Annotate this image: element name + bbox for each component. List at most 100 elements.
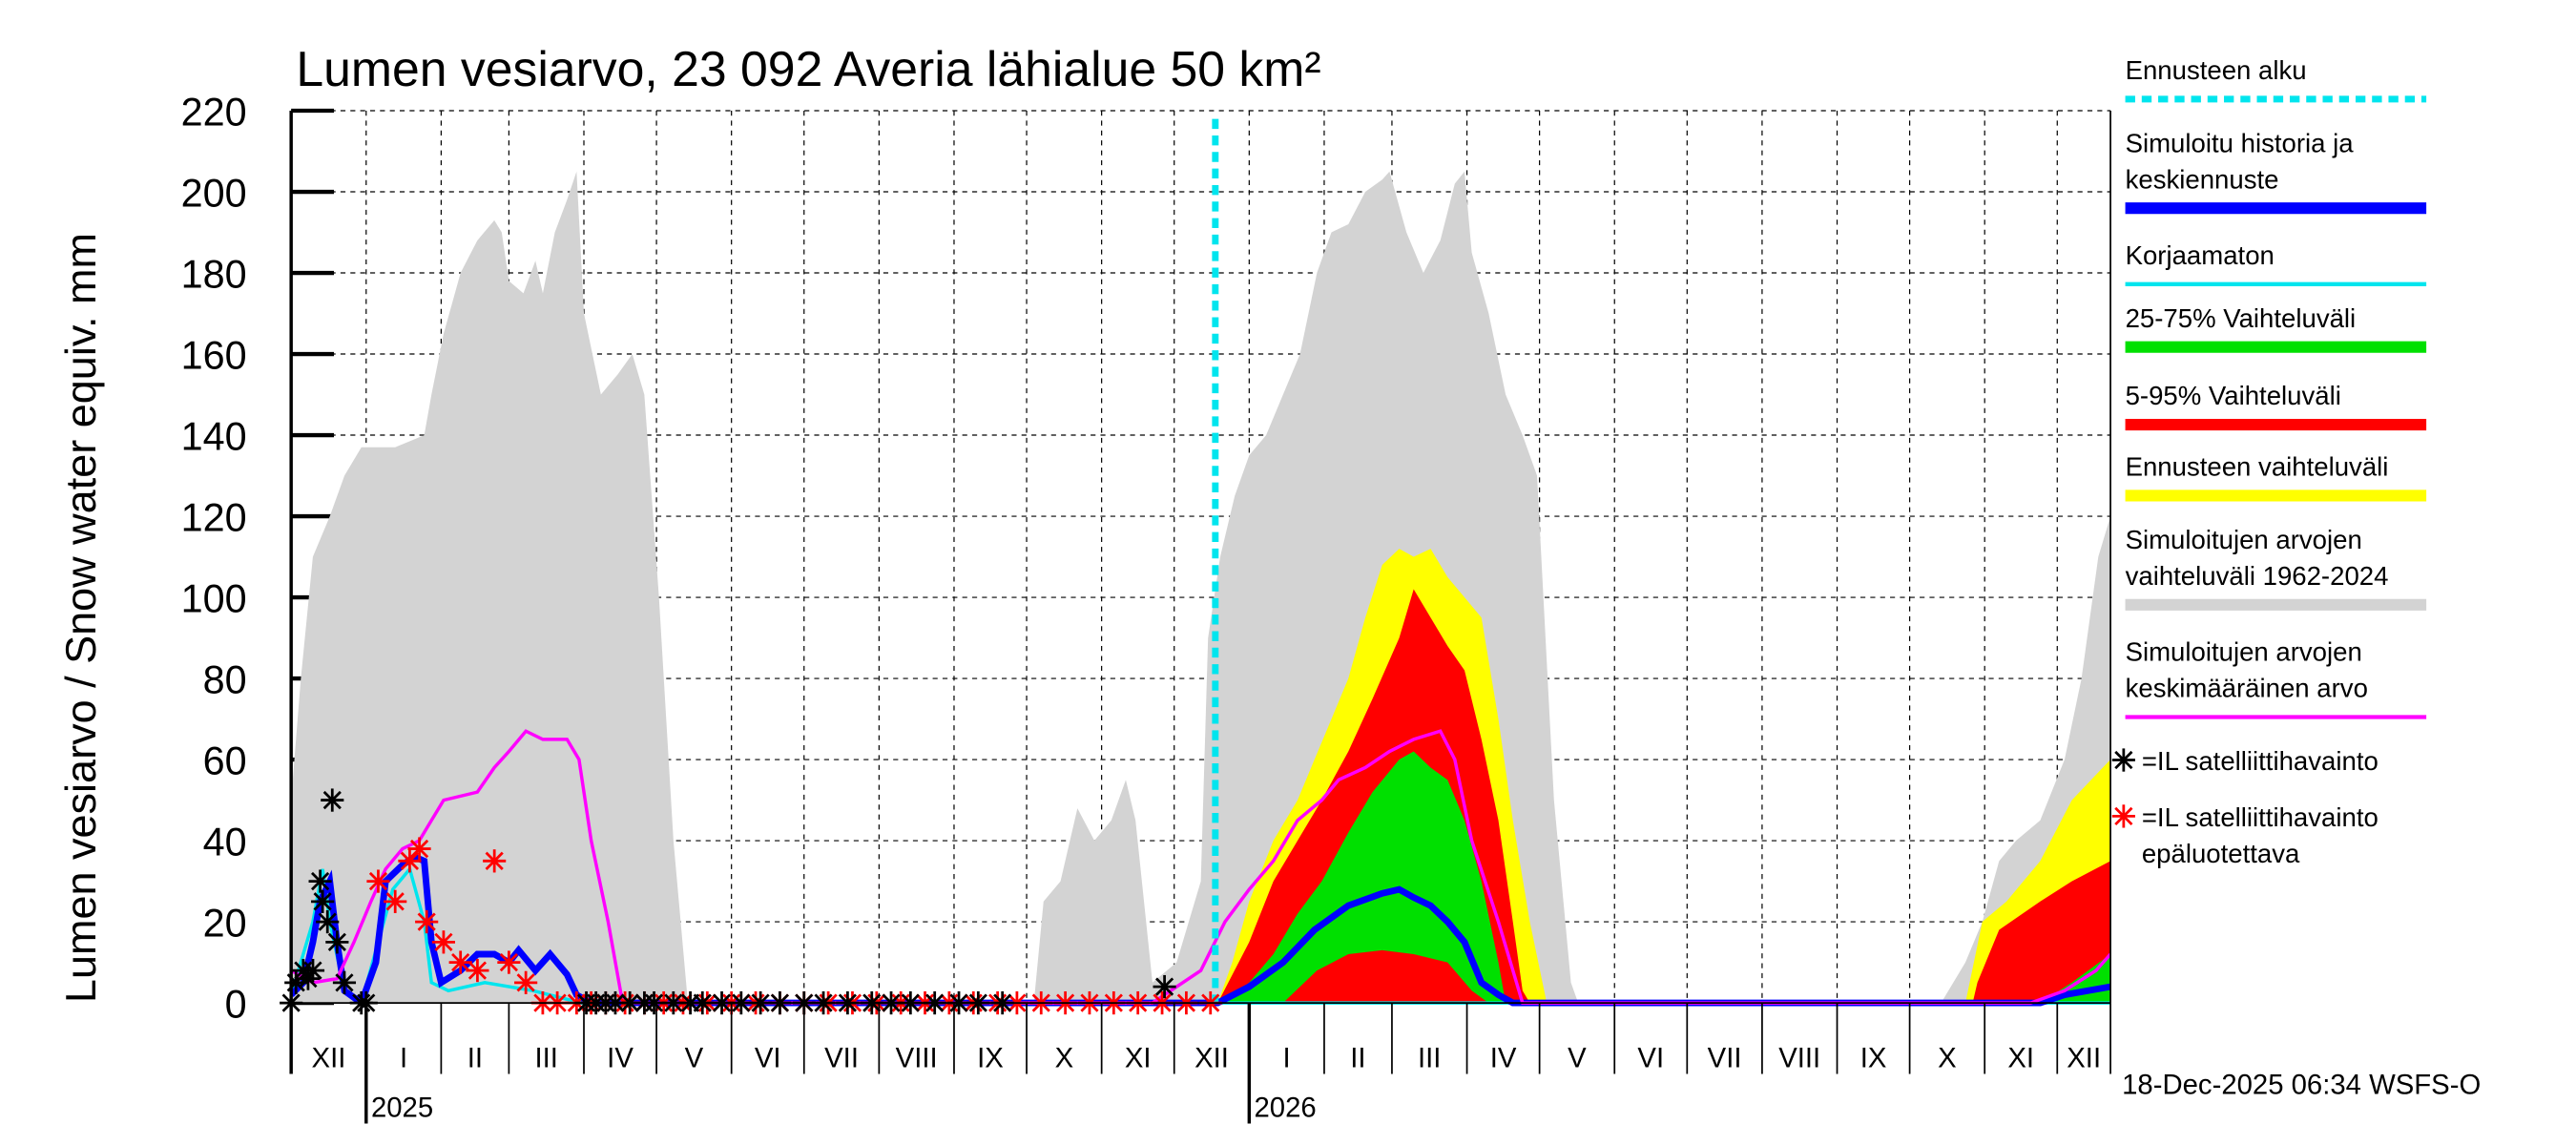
satellite-point [321, 788, 344, 812]
star-stroke [499, 952, 518, 972]
star-stroke [2114, 806, 2133, 826]
year-label: 2025 [371, 1093, 433, 1124]
month-label: VI [755, 1043, 781, 1074]
star-stroke [335, 973, 354, 992]
y-tick-label: 20 [203, 901, 247, 946]
satellite-point [325, 930, 349, 954]
satellite-point [316, 909, 340, 934]
unreliable-satellite-point [514, 970, 538, 994]
star-stroke [516, 973, 535, 992]
star-stroke [327, 932, 346, 951]
y-tick-label: 40 [203, 820, 247, 864]
star-stroke [322, 790, 342, 810]
month-label: XI [1125, 1043, 1152, 1074]
star-stroke [318, 912, 337, 931]
unreliable-satellite-point [483, 849, 507, 873]
legend-star-icon [2111, 804, 2135, 828]
star-stroke [385, 892, 405, 911]
p5-95-range-area [1972, 861, 2111, 1004]
legend-item: Korjaamaton [2126, 240, 2427, 286]
legend-item: 25-75% Vaihteluväli [2126, 303, 2427, 353]
star-stroke [485, 851, 504, 870]
star-stroke [451, 952, 470, 972]
unreliable-satellite-point [366, 869, 390, 893]
legend-label: epäluotettava [2142, 839, 2300, 868]
legend-star-icon [2111, 748, 2135, 772]
month-label: XII [1195, 1043, 1229, 1074]
p25-75-range-area [1224, 751, 1506, 1004]
historical-range-area [291, 171, 689, 1004]
legend-label: Simuloitujen arvojen [2126, 637, 2362, 667]
satellite-point [332, 970, 357, 994]
month-label: IX [977, 1043, 1004, 1074]
month-label: VI [1637, 1043, 1664, 1074]
legend-label: Simuloitu historia ja [2126, 128, 2355, 157]
y-tick-label: 0 [225, 982, 247, 1027]
month-label: XII [2067, 1043, 2101, 1074]
month-label: II [1350, 1043, 1365, 1074]
year-label: 2026 [1255, 1093, 1317, 1124]
chart-title: Lumen vesiarvo, 23 092 Averia lähialue 5… [296, 41, 1320, 96]
y-tick-label: 100 [181, 576, 247, 621]
satellite-point [311, 889, 335, 913]
star-stroke [409, 839, 429, 859]
star-stroke [400, 851, 420, 870]
series-group [291, 118, 2111, 1009]
y-tick-label: 220 [181, 90, 247, 135]
legend-item: Simuloitujen arvojen keskimääräinen arvo [2126, 637, 2427, 719]
legend-label: keskiennuste [2126, 164, 2279, 194]
legend-label: Ennusteen alku [2126, 55, 2307, 85]
y-tick-label: 140 [181, 414, 247, 459]
month-label: III [1418, 1043, 1441, 1074]
month-label: X [1055, 1043, 1074, 1074]
p25-lower-area [1282, 949, 1489, 1004]
legend-item: Simuloitujen arvojen vaihteluväli 1962-20… [2126, 525, 2427, 611]
month-label: VIII [1778, 1043, 1820, 1074]
legend-label: Korjaamaton [2126, 240, 2275, 270]
satellite-point [1153, 974, 1176, 999]
month-label: IV [1490, 1043, 1517, 1074]
month-label: III [534, 1043, 557, 1074]
star-stroke [1154, 977, 1174, 996]
legend-label: =IL satelliittihavainto [2142, 802, 2379, 832]
month-label: I [1283, 1043, 1291, 1074]
satellite-point [301, 958, 325, 983]
unreliable-satellite-point [448, 950, 472, 974]
unreliable-satellite-point [466, 958, 489, 983]
y-tick-label: 200 [181, 171, 247, 216]
y-tick-label: 180 [181, 252, 247, 297]
legend: Ennusteen alku Simuloitu historia ja keski… [2111, 55, 2427, 868]
legend-label: 5-95% Vaihteluväli [2126, 381, 2341, 410]
month-label: VIII [896, 1043, 938, 1074]
legend-label: =IL satelliittihavainto [2142, 746, 2379, 776]
legend-label: 25-75% Vaihteluväli [2126, 303, 2357, 333]
star-stroke [368, 871, 388, 891]
unreliable-satellite-point [497, 950, 521, 974]
star-stroke [313, 892, 332, 911]
y-tick-label: 120 [181, 495, 247, 540]
unreliable-satellite-point [431, 930, 455, 954]
star-stroke [303, 961, 322, 980]
month-label: XI [2007, 1043, 2034, 1074]
legend-item: Simuloitu historia ja keskiennuste [2126, 128, 2427, 215]
star-stroke [311, 871, 330, 891]
footer-timestamp: 18-Dec-2025 06:34 WSFS-O [2122, 1069, 2481, 1100]
month-label: V [1568, 1043, 1587, 1074]
star-stroke [434, 932, 453, 951]
legend-label: Simuloitujen arvojen [2126, 525, 2362, 554]
month-label: IV [607, 1043, 634, 1074]
month-label: V [685, 1043, 704, 1074]
star-stroke [467, 961, 488, 980]
legend-label: vaihteluväli 1962-2024 [2126, 561, 2389, 591]
month-label: VII [1708, 1043, 1742, 1074]
y-axis-label: Lumen vesiarvo / Snow water equiv. mm [56, 233, 105, 1003]
satellite-point [308, 869, 332, 893]
legend-item: Ennusteen alku [2126, 55, 2427, 103]
unreliable-satellite-point [384, 889, 407, 913]
month-label: X [1938, 1043, 1957, 1074]
month-label: IX [1860, 1043, 1887, 1074]
legend-item: Ennusteen vaihteluväli [2126, 452, 2427, 502]
y-tick-label: 160 [181, 333, 247, 378]
